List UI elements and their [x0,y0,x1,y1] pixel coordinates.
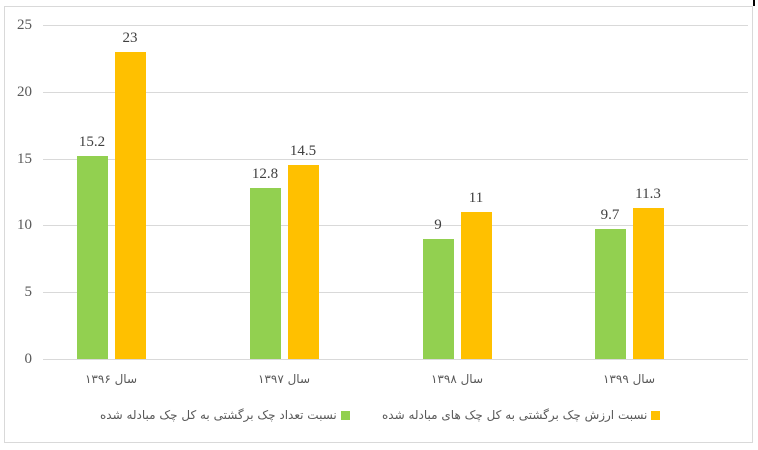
data-label: 12.8 [251,166,279,182]
gridline [43,25,748,26]
y-tick-label: 15 [17,151,32,167]
gridline [43,292,748,293]
data-label: 9 [434,217,442,233]
x-category-label: سال ۱۳۹۸ [430,372,484,386]
gridline [43,92,748,93]
x-category-label: سال ۱۳۹۷ [257,372,311,386]
data-label: 15.2 [78,134,106,150]
data-label: 9.7 [600,207,620,223]
legend-item-value: نسبت ارزش چک برگشتی به کل چک های مبادله … [382,408,661,422]
legend-swatch-yellow-icon [651,410,661,420]
legend-swatch-green-icon [340,410,350,420]
bar-yellow [461,212,492,359]
data-label: 23 [122,30,138,46]
y-tick-label: 5 [24,284,33,300]
bar-green [77,156,108,359]
data-label: 14.5 [289,143,317,159]
bar-green [423,239,454,359]
y-tick-label: 20 [17,84,32,100]
legend-item-count: نسبت تعداد چک برگشتی به کل چک مبادله شده [100,408,350,422]
data-label: 11 [468,190,484,206]
bar-yellow [633,208,664,359]
x-category-label: سال ۱۳۹۹ [602,372,656,386]
legend-label-count: نسبت تعداد چک برگشتی به کل چک مبادله شده [100,408,337,422]
gridline [43,359,748,360]
data-label: 11.3 [635,186,661,202]
y-tick-label: 25 [17,17,32,33]
y-tick-label: 0 [24,351,33,367]
y-tick-label: 10 [17,217,32,233]
x-category-label: سال ۱۳۹۶ [84,372,138,386]
gridline [43,225,748,226]
corner-mark [753,0,755,6]
bar-green [250,188,281,359]
bar-yellow [288,165,319,359]
bar-yellow [115,52,146,359]
legend-label-value: نسبت ارزش چک برگشتی به کل چک های مبادله … [382,408,648,422]
gridline [43,159,748,160]
bar-green [595,229,626,359]
